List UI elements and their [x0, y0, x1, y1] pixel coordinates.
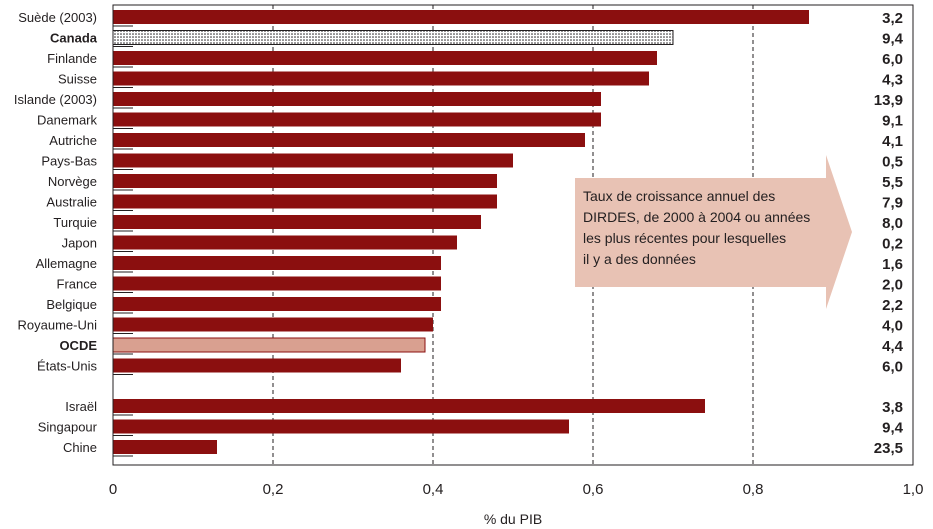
bar: [113, 358, 401, 373]
category-label: Pays-Bas: [41, 154, 97, 169]
growth-rate: 7,9: [882, 195, 903, 212]
category-label: Turquie: [53, 215, 97, 230]
category-label: Belgique: [46, 297, 97, 312]
growth-rate: 9,4: [882, 31, 904, 48]
x-tick-label: 0,6: [583, 481, 604, 498]
category-label: OCDE: [59, 338, 97, 353]
growth-rate: 2,2: [882, 297, 903, 314]
x-tick-label: 1,0: [903, 481, 924, 498]
bar: [113, 92, 601, 106]
category-label: Allemagne: [36, 256, 97, 271]
growth-rate: 1,6: [882, 256, 903, 273]
category-label: Finlande: [47, 51, 97, 66]
category-label: Autriche: [49, 133, 97, 148]
category-label: Suède (2003): [18, 10, 97, 25]
bar: [113, 276, 441, 291]
category-label: Singapour: [38, 420, 98, 435]
bar: [113, 399, 705, 413]
bars: [112, 10, 809, 457]
category-label: Norvège: [48, 174, 97, 189]
growth-rate: 4,1: [882, 133, 903, 150]
category-label: Chine: [63, 440, 97, 455]
category-label: Australie: [46, 195, 97, 210]
growth-rate-labels: 3,2 9,4 6,0 4,3 13,9 9,1 4,1 0,5 5,5 7,9 8,0 0,2 1,6…: [874, 10, 904, 457]
growth-rate: 6,0: [882, 359, 903, 376]
growth-rate: 8,0: [882, 215, 903, 232]
category-label: Royaume-Uni: [18, 318, 98, 333]
category-label: États-Unis: [37, 359, 97, 374]
growth-rate: 4,4: [882, 338, 904, 355]
category-label: Islande (2003): [14, 92, 97, 107]
growth-rate: 3,2: [882, 10, 903, 27]
x-tick-label: 0: [109, 481, 117, 498]
growth-rate: 23,5: [874, 440, 903, 457]
bar: [112, 30, 674, 45]
x-axis-label: % du PIB: [484, 511, 542, 527]
growth-rate: 9,4: [882, 420, 904, 437]
bar: [113, 440, 217, 454]
bar: [113, 51, 657, 65]
growth-rate: 0,2: [882, 236, 903, 253]
category-label: Canada: [50, 31, 98, 46]
category-label: Japon: [62, 236, 97, 251]
bar: [113, 256, 441, 270]
bar: [113, 112, 601, 127]
bar: [113, 10, 809, 24]
callout-text: Taux de croissance annuel des DIRDES, de…: [583, 188, 811, 267]
growth-rate: 0,5: [882, 154, 903, 171]
bar: [113, 174, 497, 188]
category-label: France: [57, 277, 97, 292]
growth-rate: 4,0: [882, 318, 903, 335]
growth-rate: 6,0: [882, 51, 903, 68]
category-label: Danemark: [37, 113, 97, 128]
category-label: Suisse: [58, 72, 97, 87]
bar: [113, 317, 433, 332]
bar: [113, 215, 481, 229]
growth-rate: 4,3: [882, 72, 903, 89]
bar: [113, 133, 585, 147]
bar: [113, 419, 569, 434]
growth-rate: 5,5: [882, 174, 903, 191]
bar: [113, 71, 649, 86]
x-tick-label: 0,2: [263, 481, 284, 498]
callout-arrow: [575, 155, 852, 309]
x-tick-label: 0,4: [423, 481, 444, 498]
bar: [113, 153, 513, 168]
growth-rate: 2,0: [882, 277, 903, 294]
x-axis-ticks: 0 0,2 0,4 0,6 0,8 1,0: [109, 481, 924, 498]
plot-frame: [112, 4, 914, 466]
bar: [113, 194, 497, 209]
category-labels: Suède (2003) Canada Finlande Suisse Islande …: [14, 10, 98, 455]
growth-rate: 13,9: [874, 92, 903, 109]
bar: [112, 337, 426, 353]
bar: [113, 297, 441, 311]
growth-rate: 3,8: [882, 399, 903, 416]
growth-rate: 9,1: [882, 113, 903, 130]
category-label: Israël: [65, 399, 97, 414]
x-tick-label: 0,8: [743, 481, 764, 498]
bar: [113, 235, 457, 250]
